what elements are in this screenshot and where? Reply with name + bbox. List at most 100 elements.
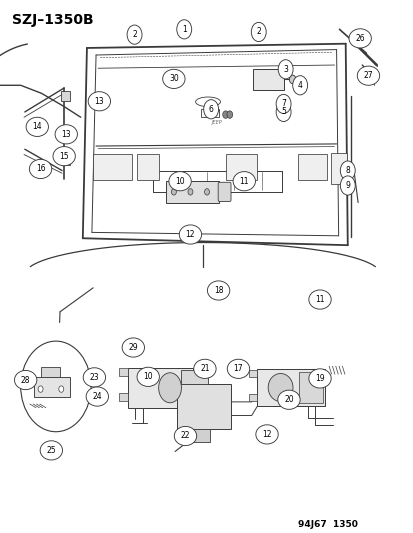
Text: 28: 28 [21,376,30,384]
Text: 26: 26 [354,34,364,43]
Ellipse shape [275,102,290,122]
Text: 3: 3 [282,65,287,74]
Ellipse shape [40,441,62,460]
Ellipse shape [308,290,330,309]
FancyBboxPatch shape [128,368,192,408]
Text: 2: 2 [132,30,137,39]
Circle shape [289,75,295,84]
Text: SZJ–1350B: SZJ–1350B [12,13,94,27]
Circle shape [222,111,228,118]
FancyBboxPatch shape [256,369,324,406]
Ellipse shape [275,94,290,114]
Text: 11: 11 [315,295,324,304]
Circle shape [188,189,192,195]
FancyBboxPatch shape [119,368,128,376]
FancyBboxPatch shape [297,154,326,180]
FancyBboxPatch shape [330,153,346,184]
Circle shape [204,189,209,195]
FancyBboxPatch shape [218,182,230,201]
Ellipse shape [193,359,216,378]
FancyBboxPatch shape [185,429,210,442]
Text: 20: 20 [283,395,293,404]
Ellipse shape [169,172,191,191]
Ellipse shape [278,60,292,79]
FancyBboxPatch shape [40,367,60,377]
FancyBboxPatch shape [252,69,283,90]
Ellipse shape [277,390,299,409]
FancyBboxPatch shape [177,384,230,429]
Text: 19: 19 [314,374,324,383]
Ellipse shape [339,176,354,195]
Text: 14: 14 [32,123,42,131]
Text: 18: 18 [214,286,223,295]
Text: 94J67  1350: 94J67 1350 [297,520,357,529]
Text: 21: 21 [200,365,209,373]
Text: 7: 7 [280,100,285,108]
Ellipse shape [122,338,144,357]
Text: 13: 13 [61,130,71,139]
Ellipse shape [29,159,52,179]
Text: 10: 10 [175,177,185,185]
Ellipse shape [339,161,354,180]
Text: 8: 8 [344,166,349,175]
Ellipse shape [292,76,307,95]
Ellipse shape [255,425,278,444]
Ellipse shape [176,20,191,39]
Text: 5: 5 [280,108,285,116]
Ellipse shape [348,29,370,48]
Circle shape [38,386,43,392]
Ellipse shape [83,368,105,387]
Text: 11: 11 [239,177,248,185]
Text: 2: 2 [256,28,261,36]
Ellipse shape [308,369,330,388]
FancyBboxPatch shape [249,370,256,377]
Text: JEEP: JEEP [211,120,222,125]
FancyBboxPatch shape [165,181,219,203]
Ellipse shape [14,370,37,390]
Ellipse shape [251,22,266,42]
FancyBboxPatch shape [249,394,256,401]
FancyBboxPatch shape [61,91,70,101]
Text: 27: 27 [363,71,373,80]
Ellipse shape [55,125,77,144]
Ellipse shape [158,373,181,403]
Text: 12: 12 [262,430,271,439]
Text: 15: 15 [59,152,69,160]
Ellipse shape [53,147,75,166]
Text: 13: 13 [94,97,104,106]
Circle shape [226,111,232,118]
Ellipse shape [26,117,48,136]
Text: 16: 16 [36,165,45,173]
Ellipse shape [174,426,196,446]
Text: 25: 25 [46,446,56,455]
FancyBboxPatch shape [136,154,159,180]
Ellipse shape [88,92,110,111]
Ellipse shape [179,225,201,244]
Text: 17: 17 [233,365,243,373]
Ellipse shape [233,172,255,191]
Text: 6: 6 [208,105,213,114]
Ellipse shape [127,25,142,44]
FancyBboxPatch shape [93,154,132,180]
Ellipse shape [137,367,159,386]
Text: 29: 29 [128,343,138,352]
Ellipse shape [162,69,185,88]
FancyBboxPatch shape [181,370,208,384]
Text: 24: 24 [92,392,102,401]
Text: 23: 23 [89,373,99,382]
FancyBboxPatch shape [225,154,256,180]
Ellipse shape [86,387,108,406]
FancyBboxPatch shape [298,372,322,403]
Text: 10: 10 [143,373,153,381]
Circle shape [59,386,64,392]
Text: 4: 4 [297,81,302,90]
Ellipse shape [268,374,292,401]
Circle shape [171,189,176,195]
Ellipse shape [207,281,229,300]
Text: 1: 1 [181,25,186,34]
Ellipse shape [356,66,379,85]
Text: 9: 9 [344,181,349,190]
FancyBboxPatch shape [119,393,128,401]
FancyBboxPatch shape [61,155,70,165]
Ellipse shape [227,359,249,378]
